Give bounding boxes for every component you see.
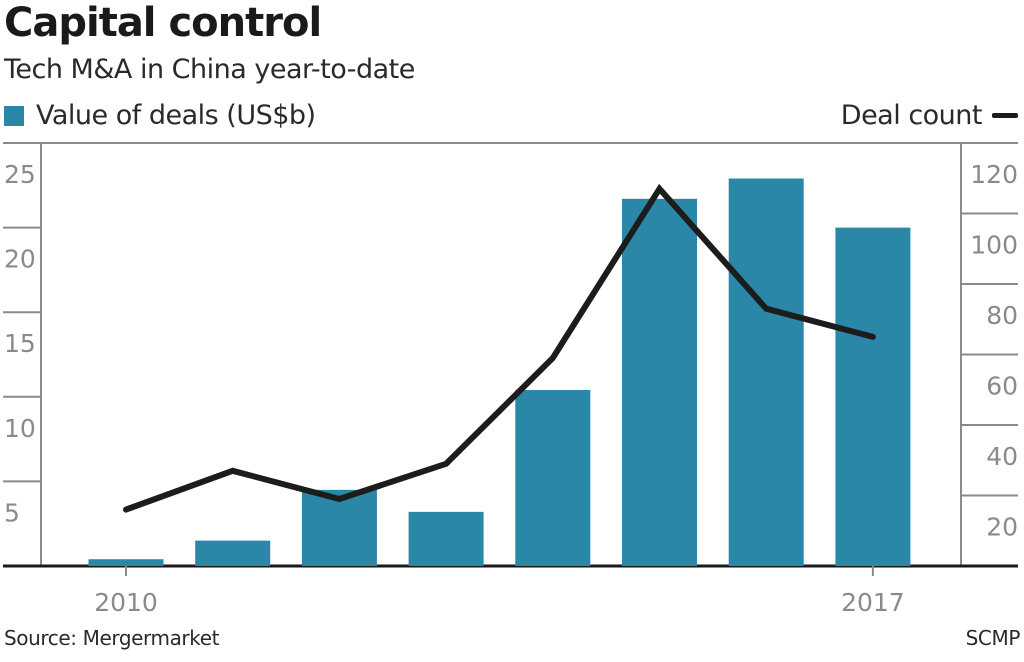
- right-tick-label: 40: [986, 442, 1018, 471]
- legend-line-label: Deal count: [840, 100, 983, 131]
- bar-2015: [622, 198, 697, 566]
- right-tick-label: 120: [970, 160, 1018, 189]
- bar-2011: [195, 540, 271, 566]
- left-tick-label: 15: [4, 329, 36, 358]
- bar-2017: [835, 227, 911, 566]
- source-note: Source: Mergermarket: [4, 626, 220, 650]
- legend-bars: Value of deals (US$b): [4, 100, 316, 131]
- right-tick-label: 20: [986, 513, 1018, 542]
- x-tick-label-2017: 2017: [841, 588, 905, 617]
- bars-group: [88, 178, 911, 567]
- right-tick-label: 100: [970, 231, 1018, 260]
- left-tick-label: 10: [4, 414, 36, 443]
- left-tick-label: 25: [4, 160, 36, 189]
- labels-group: 5 10 15 20 25 20 40 60 80 100 120 2010 2017: [4, 160, 1018, 617]
- right-tick-label: 80: [986, 301, 1018, 330]
- chart-title: Capital control: [4, 0, 322, 46]
- credit-note: SCMP: [965, 626, 1021, 650]
- left-tick-label: 5: [4, 498, 20, 527]
- bar-2013: [408, 511, 484, 566]
- chart-subtitle: Tech M&A in China year-to-date: [4, 54, 415, 85]
- legend-bars-label: Value of deals (US$b): [36, 100, 316, 131]
- line-swatch-icon: [992, 113, 1018, 118]
- bar-2016: [728, 178, 804, 567]
- legend-line: Deal count: [841, 100, 1018, 131]
- bar-2010: [88, 559, 164, 566]
- bar-2012: [301, 489, 377, 566]
- x-tick-label-2010: 2010: [94, 588, 158, 617]
- line-group: [123, 183, 876, 513]
- right-tick-label: 60: [986, 372, 1018, 401]
- bar-swatch-icon: [4, 105, 24, 126]
- left-tick-label: 20: [4, 245, 36, 274]
- deal-count-line: [123, 183, 876, 513]
- bar-2014: [515, 390, 591, 566]
